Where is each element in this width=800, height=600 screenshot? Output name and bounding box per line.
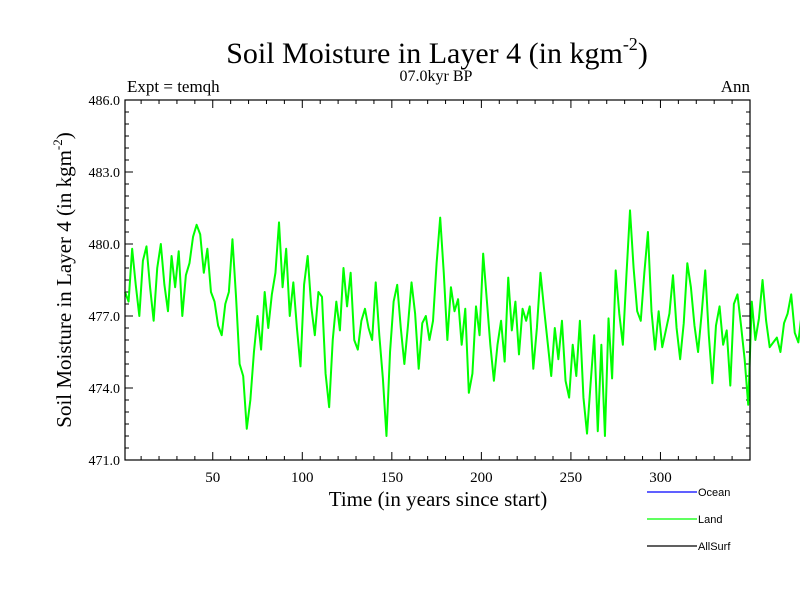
x-tick-label: 50 [205, 470, 220, 486]
legend-label-ocean: Ocean [698, 487, 730, 499]
period-label: Ann [721, 77, 751, 96]
series-line-land [124, 209, 800, 437]
y-axis-label: Soil Moisture in Layer 4 (in kgm-2) [50, 132, 76, 427]
x-tick-label: 250 [560, 470, 583, 486]
y-tick-label: 486.0 [89, 94, 121, 109]
y-tick-label: 477.0 [89, 310, 121, 325]
x-axis-label: Time (in years since start) [329, 487, 548, 511]
legend-label-allsurf: AllSurf [698, 541, 731, 553]
expt-label: Expt = temqh [127, 77, 220, 96]
series-layer [124, 209, 800, 437]
x-tick-label: 200 [470, 470, 493, 486]
x-tick-label: 300 [649, 470, 672, 486]
x-axis-ticks: 50 100 150 200 250 300 [140, 100, 733, 486]
x-tick-label: 100 [291, 470, 314, 486]
y-tick-label: 483.0 [89, 166, 121, 181]
y-tick-label: 471.0 [89, 454, 121, 469]
x-tick-label: 150 [381, 470, 404, 486]
y-tick-label: 474.0 [89, 382, 121, 397]
y-tick-label: 480.0 [89, 238, 121, 253]
chart-subtitle: 07.0kyr BP [400, 68, 473, 85]
legend: Ocean Land AllSurf [647, 487, 731, 553]
plot-frame [124, 99, 751, 461]
chart-title: Soil Moisture in Layer 4 (in kgm-2) [226, 34, 648, 70]
legend-label-land: Land [698, 514, 722, 526]
y-axis-ticks: 471.0 474.0 477.0 480.0 483.0 486.0 [89, 94, 750, 469]
